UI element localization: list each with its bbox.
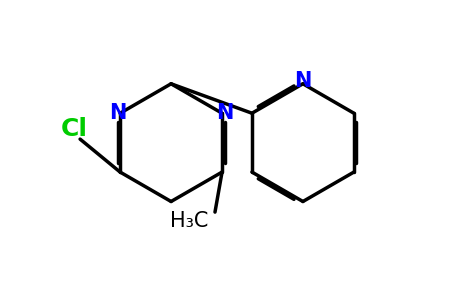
Text: N: N <box>216 103 233 123</box>
Text: H₃C: H₃C <box>170 211 208 231</box>
Text: N: N <box>109 103 127 123</box>
Text: Cl: Cl <box>61 117 88 141</box>
Text: N: N <box>294 71 311 91</box>
